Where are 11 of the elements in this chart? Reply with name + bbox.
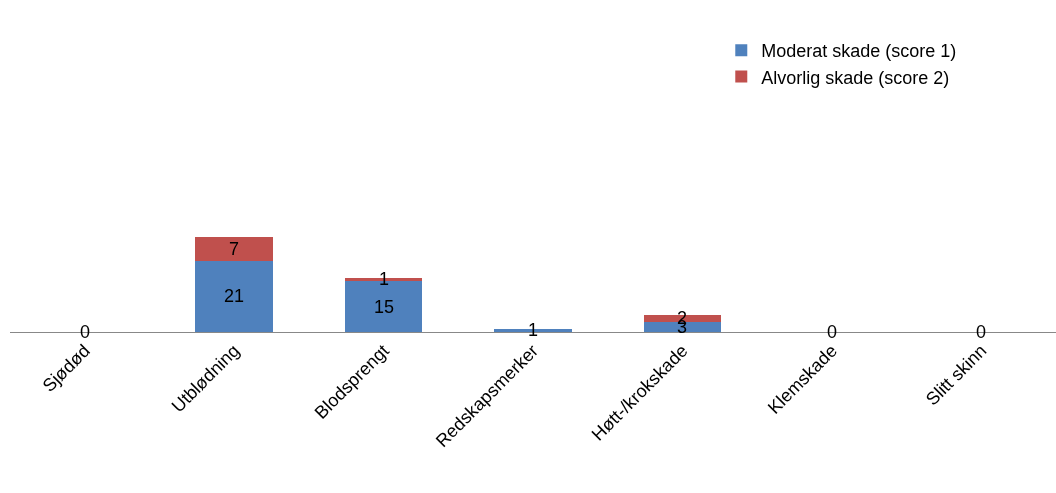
data-label: 0 xyxy=(976,322,987,342)
bar xyxy=(195,260,273,332)
data-label: 21 xyxy=(224,286,245,306)
bar xyxy=(195,237,273,261)
data-label: 0 xyxy=(80,322,91,342)
data-label: 0 xyxy=(827,322,838,342)
data-label: 1 xyxy=(379,269,390,289)
data-label: 15 xyxy=(374,297,395,317)
legend-label: Alvorlig skade (score 2) xyxy=(761,67,950,88)
data-label: 7 xyxy=(229,239,240,259)
legend-label: Moderat skade (score 1) xyxy=(761,41,957,62)
